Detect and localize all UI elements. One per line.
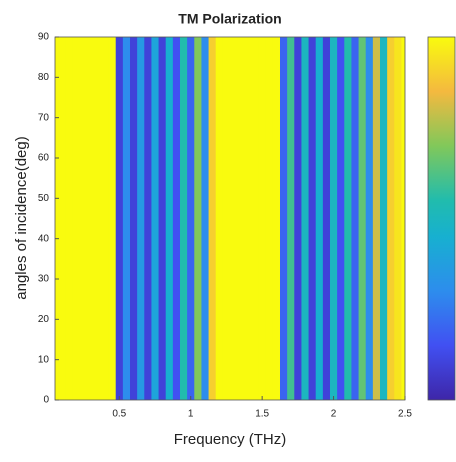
y-tick-label: 40 <box>38 233 50 244</box>
x-tick-label: 1 <box>188 409 194 420</box>
heat-cell <box>380 37 388 400</box>
y-tick-label: 10 <box>38 354 50 365</box>
heat-cell <box>187 37 195 400</box>
heat-cell <box>315 37 324 400</box>
y-tick-label: 0 <box>43 395 49 406</box>
heat-cell <box>151 37 160 400</box>
heat-cell <box>158 37 167 400</box>
heat-cell <box>330 37 338 400</box>
heat-cell <box>287 37 295 400</box>
heat-cell <box>237 37 245 400</box>
heat-cell <box>65 37 74 400</box>
heat-cell <box>244 37 252 400</box>
heat-cell <box>358 37 367 400</box>
y-tick-label: 20 <box>38 314 50 325</box>
heat-cell <box>137 37 145 400</box>
heat-cell <box>372 37 381 400</box>
x-axis-label: Frequency (THz) <box>174 431 287 448</box>
y-tick-label: 60 <box>38 153 50 164</box>
heat-cell <box>94 37 102 400</box>
heat-cell <box>322 37 331 400</box>
heat-cell <box>222 37 231 400</box>
heat-cell <box>115 37 124 400</box>
x-tick-label: 2.5 <box>398 409 412 420</box>
heatmap <box>55 37 405 400</box>
heat-cell <box>301 37 310 400</box>
y-tick-label: 90 <box>38 32 50 43</box>
chart-title: TM Polarization <box>178 11 281 27</box>
heat-cell <box>194 37 202 400</box>
heat-cell <box>72 37 81 400</box>
heat-cell <box>308 37 317 400</box>
heat-cell <box>251 37 260 400</box>
heat-cell <box>180 37 188 400</box>
y-tick-label: 50 <box>38 193 50 204</box>
colorbar <box>427 36 456 401</box>
heat-cell <box>122 37 131 400</box>
heat-cell <box>387 37 395 400</box>
heat-cell <box>108 37 117 400</box>
heat-cell <box>265 37 274 400</box>
heat-cell <box>80 37 88 400</box>
y-axis-label: angles of incidence(deg) <box>13 136 30 299</box>
heat-cell <box>394 37 402 400</box>
heat-cell <box>230 37 238 400</box>
heat-cell <box>351 37 360 400</box>
heat-cell <box>165 37 174 400</box>
heat-cell <box>130 37 138 400</box>
heat-cell <box>208 37 217 400</box>
heat-cell <box>101 37 110 400</box>
plot-frame <box>54 36 406 401</box>
heat-cell <box>365 37 374 400</box>
heat-cell <box>344 37 352 400</box>
heat-cell <box>272 37 281 400</box>
y-tick-label: 80 <box>38 72 50 83</box>
y-tick-label: 70 <box>38 112 50 123</box>
heat-cell <box>294 37 302 400</box>
heat-cell <box>201 37 210 400</box>
x-tick-label: 2 <box>331 409 337 420</box>
x-tick-label: 1.5 <box>255 409 269 420</box>
heat-cell <box>280 37 288 400</box>
x-tick-label: 0.5 <box>112 409 126 420</box>
heat-cell <box>172 37 181 400</box>
y-tick-label: 30 <box>38 274 50 285</box>
heat-cell <box>401 37 405 400</box>
heat-cell <box>87 37 95 400</box>
heat-cell <box>144 37 152 400</box>
heat-cell <box>55 37 60 400</box>
heat-cell <box>215 37 224 400</box>
heat-cell <box>58 37 67 400</box>
heat-cell <box>258 37 267 400</box>
heat-cell <box>337 37 345 400</box>
